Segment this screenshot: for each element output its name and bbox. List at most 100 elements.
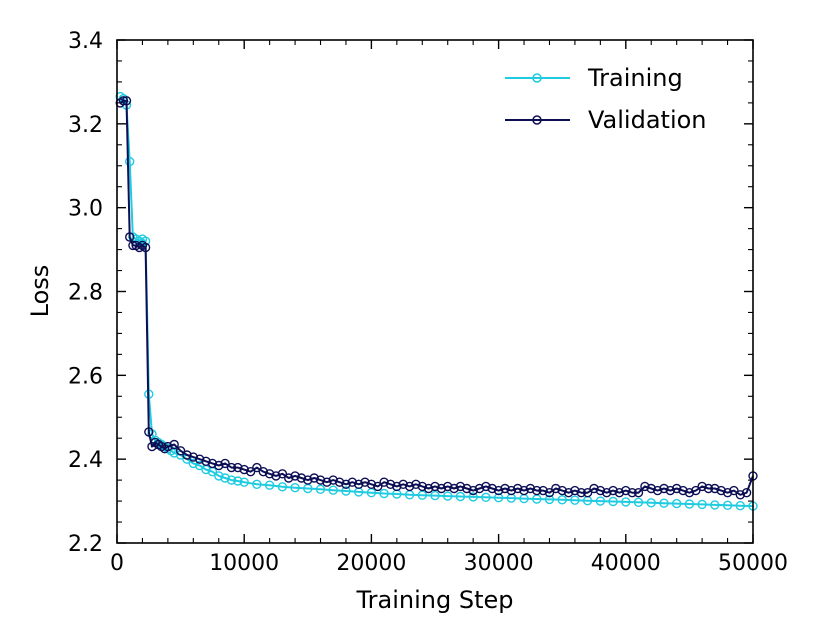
- data-point-training: [697, 499, 707, 510]
- data-point-training: [646, 498, 656, 508]
- y-axis-title: Loss: [26, 265, 54, 318]
- data-point-validation: [481, 481, 491, 492]
- data-point-training: [544, 494, 555, 505]
- y-tick-label: 2.8: [68, 281, 103, 306]
- data-point-validation: [570, 485, 580, 496]
- data-point-training: [214, 471, 224, 481]
- data-point-validation: [303, 475, 313, 485]
- data-point-validation: [532, 485, 542, 496]
- x-tick-label: 0: [110, 551, 124, 576]
- data-point-validation: [175, 446, 186, 456]
- data-point-training: [233, 476, 243, 486]
- data-point-validation: [118, 96, 129, 106]
- legend-label-training: Training: [587, 64, 683, 92]
- y-tick-label: 2.2: [68, 532, 103, 557]
- data-point-training: [417, 490, 427, 500]
- data-point-validation: [443, 481, 453, 492]
- x-tick-label: 30000: [464, 551, 534, 576]
- data-point-validation: [385, 479, 396, 489]
- data-point-training: [430, 490, 440, 501]
- y-tick-label: 3.4: [68, 29, 103, 54]
- data-point-training: [443, 491, 453, 501]
- y-tick-label: 3.0: [68, 197, 103, 222]
- data-point-validation: [239, 464, 249, 475]
- data-point-validation: [163, 441, 173, 452]
- x-tick-label: 20000: [336, 551, 406, 576]
- data-point-training: [557, 495, 567, 505]
- data-point-validation: [233, 462, 243, 473]
- data-point-validation: [430, 481, 440, 492]
- data-point-validation: [716, 485, 726, 496]
- data-point-validation: [398, 479, 408, 489]
- data-point-training: [188, 458, 199, 469]
- data-point-validation: [576, 488, 586, 498]
- data-point-training: [455, 491, 466, 502]
- data-point-validation: [582, 488, 593, 498]
- data-point-training: [277, 482, 288, 492]
- x-tick-label: 10000: [209, 551, 279, 576]
- data-point-validation: [557, 485, 567, 496]
- data-point-validation: [169, 439, 179, 450]
- data-point-training: [722, 500, 733, 510]
- data-point-validation: [525, 483, 536, 494]
- data-point-training: [341, 486, 351, 496]
- data-point-validation: [309, 473, 319, 483]
- data-point-validation: [144, 427, 154, 437]
- data-point-validation: [252, 462, 262, 473]
- data-point-validation: [627, 488, 637, 498]
- data-point-validation: [493, 485, 504, 496]
- data-point-validation: [226, 462, 237, 473]
- data-point-validation: [449, 483, 459, 494]
- data-point-training: [226, 475, 237, 485]
- data-point-training: [239, 477, 249, 487]
- data-point-validation: [468, 485, 478, 496]
- data-point-validation: [506, 485, 516, 496]
- data-point-validation: [404, 481, 415, 492]
- data-point-validation: [379, 477, 389, 487]
- data-point-validation: [621, 485, 631, 496]
- plot-frame: [116, 39, 754, 544]
- data-point-validation: [722, 488, 733, 498]
- data-point-validation: [360, 477, 370, 487]
- data-point-training: [328, 485, 338, 495]
- data-point-validation: [328, 475, 338, 485]
- data-point-training: [684, 499, 695, 509]
- data-point-validation: [201, 456, 211, 466]
- data-point-validation: [697, 481, 707, 492]
- data-point-validation: [646, 483, 656, 494]
- data-point-training: [633, 497, 644, 507]
- data-point-validation: [614, 488, 625, 498]
- data-point-validation: [188, 452, 199, 462]
- data-point-validation: [296, 473, 307, 483]
- x-tick-label: 50000: [718, 551, 788, 576]
- data-point-training: [659, 498, 669, 508]
- data-point-validation: [487, 483, 497, 494]
- legend-marker-validation: [532, 115, 542, 125]
- x-axis-title: Training Step: [356, 586, 514, 614]
- data-point-validation: [538, 485, 548, 496]
- data-point-validation: [271, 471, 281, 481]
- data-point-training: [608, 496, 618, 507]
- data-point-validation: [284, 473, 294, 483]
- data-point-validation: [322, 477, 332, 487]
- data-point-validation: [544, 488, 555, 498]
- data-point-validation: [417, 481, 427, 492]
- data-point-validation: [264, 469, 275, 479]
- data-point-validation: [602, 488, 612, 498]
- data-point-training: [595, 496, 606, 506]
- data-point-validation: [124, 232, 135, 242]
- data-point-validation: [513, 483, 523, 494]
- legend-label-validation: Validation: [588, 106, 707, 134]
- data-point-validation: [220, 458, 230, 469]
- data-point-validation: [608, 485, 618, 496]
- y-tick-label: 3.2: [68, 113, 103, 138]
- data-point-training: [194, 460, 205, 471]
- tick-labels-layer: 0 10000 20000 30000 40000 50000 2.2 2.4 2.6 2.8 3.…: [68, 29, 788, 576]
- data-point-validation: [341, 479, 351, 489]
- data-point-validation: [373, 481, 383, 492]
- data-point-validation: [194, 454, 205, 464]
- y-tick-label: 2.6: [68, 364, 103, 389]
- series-line-validation: [119, 99, 754, 496]
- data-point-validation: [691, 485, 701, 496]
